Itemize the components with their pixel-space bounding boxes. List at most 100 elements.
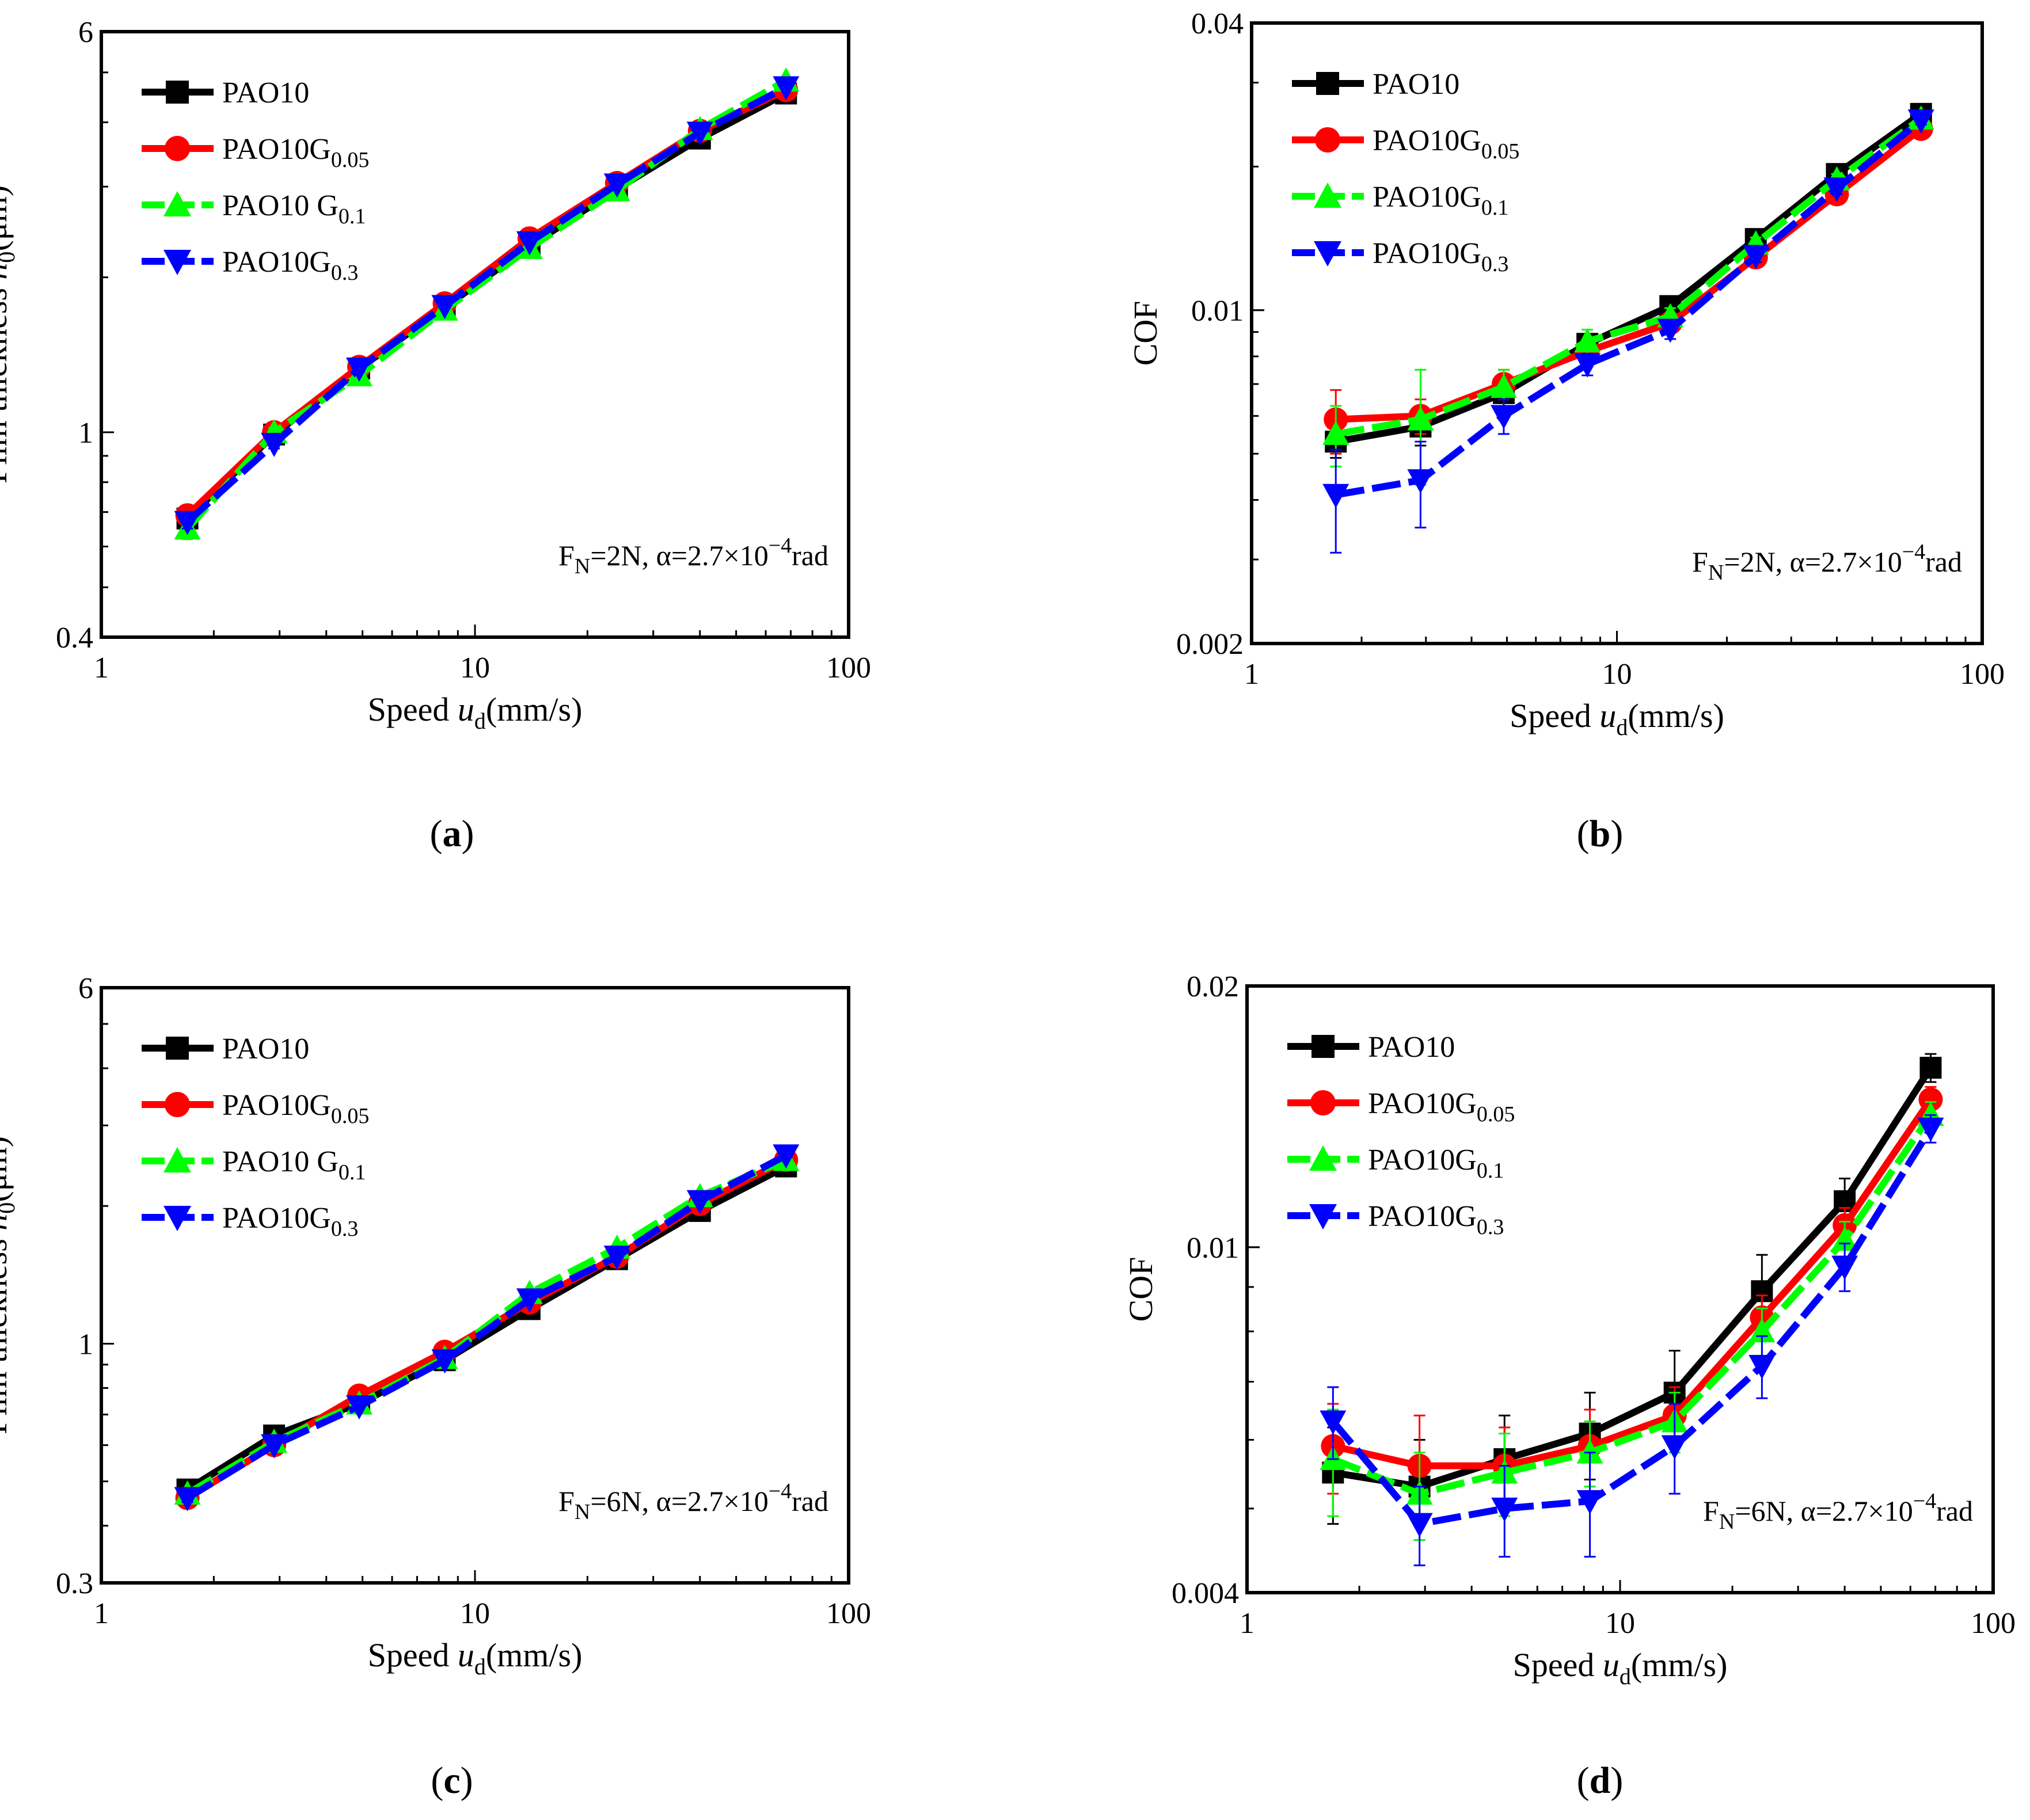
series-line — [1332, 1097, 1934, 1469]
annotation-exponent: −4 — [1902, 540, 1925, 564]
panel-caption: (b) — [1577, 813, 1624, 855]
data-point — [1490, 405, 1517, 429]
panel-caption: (a) — [430, 813, 474, 855]
x-tick-label: 1 — [1240, 1607, 1255, 1640]
x-axis-label-var: u — [458, 1636, 474, 1674]
y-axis-label: COF — [1122, 1257, 1160, 1322]
annotation-text: =6N, α=2.7×10 — [1735, 1495, 1913, 1527]
legend-label: PAO10 — [222, 77, 309, 109]
series-3 — [1320, 1114, 1944, 1567]
series-line — [1335, 117, 1923, 498]
legend-label-text: PAO10G — [222, 133, 331, 166]
series-line — [1332, 1065, 1934, 1490]
x-tick-label: 100 — [1960, 658, 2005, 691]
caption-close: ) — [461, 1760, 473, 1802]
x-tick-label: 10 — [1605, 1607, 1635, 1640]
legend-label-text: PAO10 — [222, 1033, 309, 1065]
x-axis-label-sub: d — [474, 1654, 486, 1680]
data-point — [1322, 483, 1349, 508]
y-tick-label: 1 — [78, 1328, 93, 1361]
annotation-unit: rad — [1925, 546, 1962, 578]
data-point — [345, 1395, 372, 1420]
legend-label: PAO10 — [222, 1033, 309, 1065]
legend-label: PAO10 — [1368, 1031, 1455, 1064]
legend-label-sub: 0.1 — [339, 1160, 366, 1185]
legend-label-sub: 0.05 — [331, 1104, 370, 1128]
annotation-force-sub: N — [575, 1500, 590, 1524]
x-axis-label-var: u — [458, 691, 474, 728]
legend-marker — [1316, 72, 1339, 95]
panel-caption: (d) — [1577, 1760, 1624, 1802]
condition-annotation: FN=6N, α=2.7×10−4rad — [558, 1479, 828, 1524]
legend-label: PAO10 G0.1 — [222, 189, 366, 229]
x-tick-label: 1 — [94, 652, 109, 684]
series-0 — [1322, 1053, 1942, 1541]
x-tick-label: 10 — [1602, 658, 1632, 691]
x-tick-label: 10 — [460, 1597, 490, 1630]
series-line — [1335, 111, 1923, 446]
legend-label-text: PAO10G — [1368, 1144, 1477, 1176]
condition-annotation: FN=6N, α=2.7×10−4rad — [1703, 1489, 1973, 1534]
y-axis-label-sub: 0 — [0, 1202, 20, 1214]
data-point — [1407, 469, 1434, 494]
caption-close: ) — [1610, 1760, 1623, 1802]
data-point — [431, 295, 458, 319]
x-axis-label: Speed ud(mm/s) — [1513, 1646, 1728, 1689]
series-line — [185, 1163, 788, 1492]
legend-label-text: PAO10 G — [222, 189, 339, 222]
legend-label: PAO10G0.05 — [1368, 1087, 1515, 1126]
annotation-force-symbol: F — [1703, 1495, 1719, 1527]
legend-marker — [1310, 1090, 1336, 1115]
annotation-text: =2N, α=2.7×10 — [590, 539, 768, 572]
x-axis-label-sub: d — [1616, 714, 1628, 740]
legend-marker — [1315, 127, 1340, 153]
caption-letter: d — [1590, 1760, 1611, 1802]
x-axis-label: Speed ud(mm/s) — [1510, 697, 1724, 740]
legend-label-text: PAO10 G — [222, 1145, 339, 1178]
legend-label-sub: 0.3 — [331, 1217, 359, 1241]
y-tick-label: 0.01 — [1187, 1232, 1239, 1265]
caption-open: ( — [1577, 1760, 1590, 1802]
legend-label: PAO10G0.05 — [222, 133, 369, 172]
legend-label: PAO10G0.05 — [1373, 124, 1519, 163]
y-tick-label: 0.3 — [56, 1567, 93, 1600]
x-axis-label-text: Speed — [1510, 697, 1599, 734]
x-axis-label-unit: (mm/s) — [1631, 1646, 1728, 1684]
x-axis-label: Speed ud(mm/s) — [368, 691, 583, 734]
legend-label-sub: 0.05 — [1481, 139, 1520, 163]
y-tick-label: 0.4 — [56, 622, 93, 654]
y-axis-label: COF — [1127, 301, 1164, 366]
legend-label: PAO10G0.1 — [1373, 181, 1508, 220]
series-line — [185, 84, 788, 525]
x-axis-label-text: Speed — [368, 1636, 458, 1674]
series-line — [1335, 116, 1923, 437]
chart-panel-d: 1 10 100 0.004 0.01 0.02 Speed ud(mm/s) COF PAO1… — [1122, 970, 2016, 1689]
legend-marker — [164, 250, 191, 275]
data-point — [773, 1144, 800, 1169]
legend-label-sub: 0.1 — [339, 204, 366, 229]
y-tick-label: 0.04 — [1191, 7, 1244, 40]
legend-label-text: PAO10G — [1368, 1087, 1477, 1120]
y-axis-label-unit: (μm) — [0, 185, 14, 252]
legend-label-sub: 0.1 — [1477, 1159, 1504, 1183]
y-axis-label-text: COF — [1122, 1257, 1160, 1322]
data-point — [1574, 328, 1601, 353]
caption-open: ( — [431, 1760, 443, 1802]
data-point — [1823, 177, 1850, 202]
y-axis-label-text: COF — [1127, 301, 1164, 366]
x-axis-label-text: Speed — [368, 691, 458, 728]
x-tick-label: 10 — [460, 652, 490, 684]
condition-annotation: FN=2N, α=2.7×10−4rad — [1692, 540, 1962, 585]
chart-panel-b: 1 10 100 0.002 0.01 0.04 Speed ud(mm/s) COF PAO1… — [1127, 7, 2005, 740]
series-line — [1330, 1126, 1934, 1528]
caption-letter: b — [1590, 813, 1611, 855]
y-tick-label: 0.01 — [1191, 295, 1244, 328]
data-point — [603, 173, 630, 198]
annotation-force-symbol: F — [1692, 546, 1708, 578]
x-axis-label-sub: d — [1620, 1663, 1631, 1689]
series-3 — [174, 76, 800, 535]
legend-marker — [166, 1037, 189, 1060]
x-tick-label: 100 — [826, 1597, 871, 1630]
data-point — [174, 511, 201, 535]
